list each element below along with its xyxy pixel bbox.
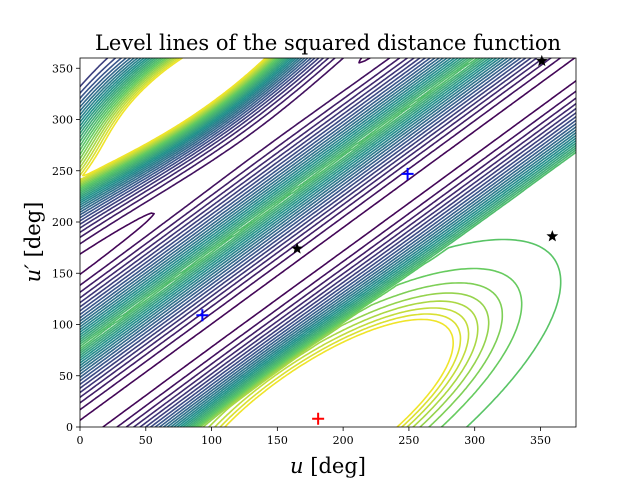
- x-tick-label: 150: [267, 434, 288, 447]
- marker-star-3: [291, 242, 303, 254]
- contour-level-19: [80, 58, 576, 427]
- contour-level-0: [80, 58, 576, 427]
- contour-level-24: [80, 58, 479, 427]
- y-tick-label: 300: [52, 114, 73, 127]
- x-tick-label: 200: [333, 434, 354, 447]
- contour-level-21: [80, 58, 523, 427]
- contour-level-13: [80, 58, 576, 427]
- chart-title: Level lines of the squared distance func…: [95, 31, 561, 55]
- x-tick-label: 100: [201, 434, 222, 447]
- x-axis-ticks: 0 50 100 150 200 250 300 350: [77, 427, 551, 447]
- x-axis-label: u [deg]: [290, 454, 366, 478]
- y-tick-label: 100: [52, 319, 73, 332]
- x-tick-label: 350: [530, 434, 551, 447]
- contour-level-14: [80, 58, 576, 427]
- plot-frame: [79, 57, 577, 428]
- contour-level-16: [80, 58, 576, 427]
- marker-star-4: [535, 54, 548, 67]
- y-axis-unit: [deg]: [21, 202, 45, 258]
- contour-level-11: [80, 58, 576, 427]
- contour-level-7: [80, 58, 576, 427]
- contour-level-25: [80, 58, 470, 427]
- markers: [196, 54, 559, 425]
- contour-level-12: [80, 58, 576, 427]
- x-tick-label: 300: [464, 434, 485, 447]
- x-tick-label: 250: [398, 434, 419, 447]
- y-tick-label: 0: [66, 421, 73, 434]
- y-tick-label: 150: [52, 267, 73, 280]
- contour-level-26: [80, 58, 462, 427]
- y-tick-label: 350: [52, 62, 73, 75]
- contour-level-3: [80, 58, 576, 427]
- x-axis-variable: u: [290, 454, 304, 478]
- contour-level-5: [80, 58, 576, 427]
- contour-level-20: [80, 58, 562, 427]
- y-tick-label: 50: [59, 370, 73, 383]
- contour-level-15: [80, 58, 576, 427]
- y-axis-label: u′ [deg]: [21, 202, 45, 283]
- x-tick-label: 0: [77, 434, 84, 447]
- contour-level-4: [80, 58, 576, 427]
- y-tick-label: 250: [52, 165, 73, 178]
- contour-lines: [80, 58, 576, 427]
- marker-plus-1: [401, 167, 414, 180]
- y-axis-ticks: 0 50 100 150 200 250 300 350: [52, 62, 80, 434]
- marker-plus-0: [196, 309, 209, 322]
- y-tick-label: 200: [52, 216, 73, 229]
- marker-plus-2: [312, 412, 325, 425]
- x-tick-label: 50: [139, 434, 153, 447]
- x-axis-unit: [deg]: [310, 454, 366, 478]
- y-axis-variable: u′: [21, 264, 45, 283]
- marker-star-5: [546, 230, 559, 242]
- contour-level-10: [80, 58, 576, 427]
